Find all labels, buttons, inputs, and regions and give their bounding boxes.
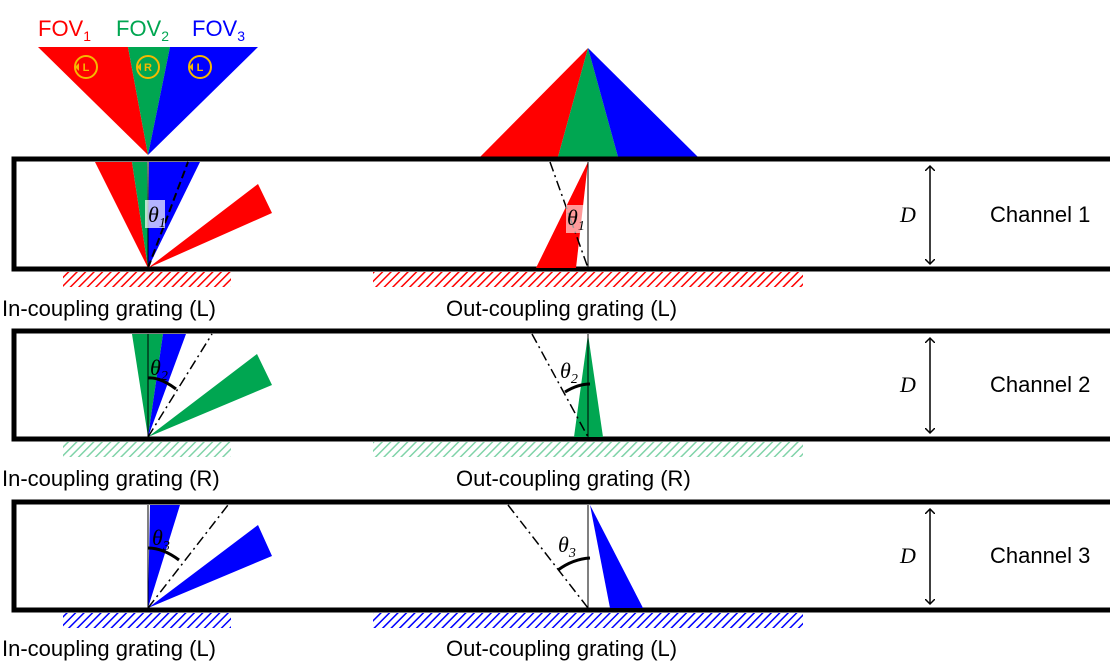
in-ray-blue-tir-3 xyxy=(148,525,272,608)
angle-arc-in-3 xyxy=(147,546,180,562)
channel-name-1: Channel 1 xyxy=(990,202,1090,227)
in-coupling-label-1: In-coupling grating (L) xyxy=(2,296,216,321)
fov-header: FOV1 FOV2 FOV3 L R L xyxy=(38,16,258,155)
out-coupling-grating-2 xyxy=(373,442,803,457)
out-coupling-label-2: Out-coupling grating (R) xyxy=(456,466,691,491)
in-coupling-label-2: In-coupling grating (R) xyxy=(2,466,220,491)
out-ray-blue-3 xyxy=(590,505,643,608)
polarization-left-icon: L xyxy=(74,55,98,79)
in-ray-blue-2 xyxy=(148,334,186,437)
in-ray-red-1 xyxy=(95,162,148,268)
fov-2-label: FOV2 xyxy=(116,16,169,44)
angle-label-out-2: θ2 xyxy=(560,358,578,387)
angle-arc-out-2 xyxy=(564,382,591,394)
svg-text:R: R xyxy=(144,62,152,74)
fov-1-label: FOV1 xyxy=(38,16,91,44)
svg-text:L: L xyxy=(197,62,204,74)
in-coupling-grating-3 xyxy=(63,613,231,628)
out-coupling-grating-3 xyxy=(373,613,803,628)
out-coupling-label-3: Out-coupling grating (L) xyxy=(446,636,677,661)
angle-label-out-1: θ1 xyxy=(567,205,585,234)
angle-label-in-1: θ1 xyxy=(148,202,166,231)
fov-1-cone xyxy=(38,47,148,155)
output-fov-3 xyxy=(588,48,698,157)
fov-3-cone xyxy=(148,47,258,155)
out-ray-red-1 xyxy=(536,162,588,268)
angle-label-out-3: θ3 xyxy=(558,532,576,561)
channel-name-3: Channel 3 xyxy=(990,543,1090,568)
svg-text:L: L xyxy=(83,62,90,74)
out-coupling-grating-1 xyxy=(373,272,803,287)
polarization-right-icon: R xyxy=(136,55,160,79)
angle-arc-in-2 xyxy=(147,376,177,391)
in-ray-green-1 xyxy=(132,162,148,268)
output-fov-1 xyxy=(480,48,588,157)
channel-name-2: Channel 2 xyxy=(990,372,1090,397)
in-ray-green-tir-2 xyxy=(148,354,272,437)
out-coupling-label-1: Out-coupling grating (L) xyxy=(446,296,677,321)
dashdot-out-3 xyxy=(507,504,589,609)
depth-label-2: D xyxy=(899,372,916,397)
depth-label-1: D xyxy=(899,202,916,227)
channel-3: θ3 θ3 D Channel 3 In-coupling grating (L… xyxy=(2,499,1110,661)
in-coupling-grating-2 xyxy=(63,442,231,457)
in-coupling-grating-1 xyxy=(63,272,231,287)
depth-label-3: D xyxy=(899,543,916,568)
angle-label-in-3: θ3 xyxy=(152,525,170,554)
in-ray-red-tir-1 xyxy=(148,184,272,268)
output-fov-2 xyxy=(558,48,618,157)
in-coupling-label-3: In-coupling grating (L) xyxy=(2,636,216,661)
output-fov xyxy=(480,48,698,157)
polarization-left-icon: L xyxy=(188,55,212,79)
fov-3-label: FOV3 xyxy=(192,16,245,44)
channel-1: θ1 θ1 D Channel 1 In-coupling grating (L… xyxy=(2,156,1110,321)
angle-label-in-2: θ2 xyxy=(150,355,168,384)
dashdot-ray-3 xyxy=(147,504,229,609)
dashdot-ray-2 xyxy=(147,333,213,438)
dashed-ray-1 xyxy=(147,161,189,269)
channel-2: θ2 θ2 D Channel 2 In-coupling grating (R… xyxy=(2,328,1110,491)
angle-arc-out-3 xyxy=(557,556,591,572)
in-ray-blue-3 xyxy=(148,505,180,608)
in-ray-blue-1 xyxy=(148,162,200,268)
